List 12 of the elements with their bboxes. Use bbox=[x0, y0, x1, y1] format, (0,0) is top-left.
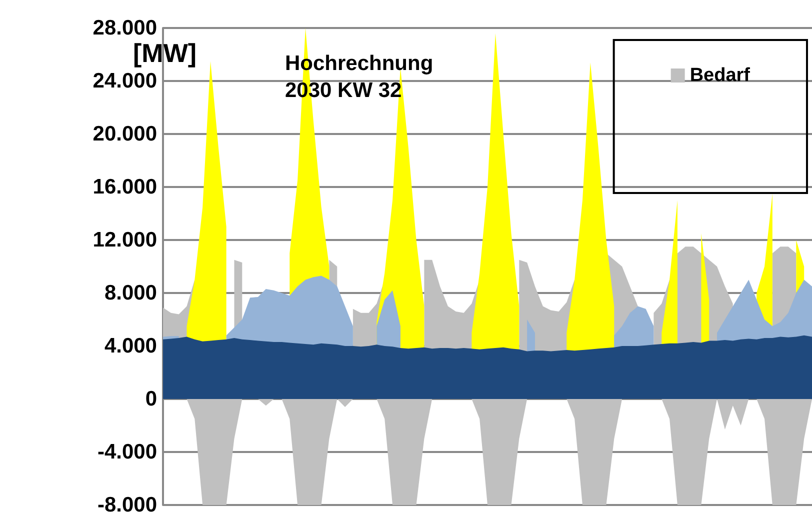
y-tick-label: 16.000 bbox=[92, 176, 157, 198]
y-tick-label: 28.000 bbox=[92, 16, 157, 40]
y-tick-label: 4.000 bbox=[104, 334, 157, 358]
y-tick-label: -4.000 bbox=[97, 440, 157, 464]
legend-label: Bedarf bbox=[690, 65, 751, 86]
y-tick-label: 8.000 bbox=[104, 282, 157, 304]
y-tick-label: 12.000 bbox=[92, 228, 157, 252]
y-tick-label: 0 bbox=[145, 388, 157, 410]
y-tick-label: 24.000 bbox=[92, 70, 157, 92]
y-tick-label: -8.000 bbox=[97, 494, 157, 516]
y-axis-title: [MW] bbox=[133, 38, 197, 68]
y-tick-label: 20.000 bbox=[92, 122, 157, 146]
